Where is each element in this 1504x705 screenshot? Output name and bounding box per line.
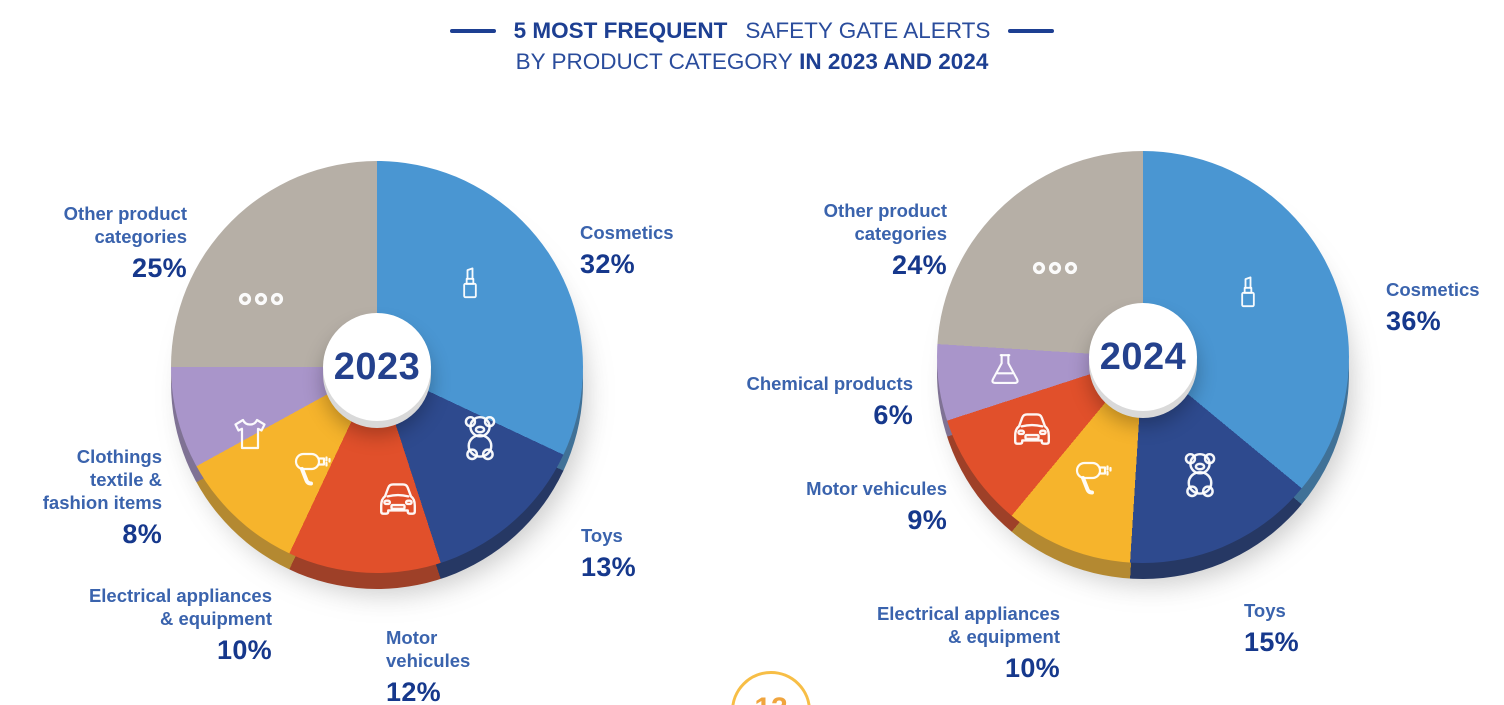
page-number-badge: 12 xyxy=(731,671,811,705)
title-line-1: 5 MOST FREQUENT SAFETY GATE ALERTS xyxy=(0,18,1504,44)
page-title: 5 MOST FREQUENT SAFETY GATE ALERTS BY PR… xyxy=(0,18,1504,75)
title-line-2: BY PRODUCT CATEGORY IN 2023 AND 2024 xyxy=(0,49,1504,75)
year-label: 2024 xyxy=(1099,335,1187,378)
page-number: 12 xyxy=(754,692,787,705)
category-percent: 9% xyxy=(907,504,947,535)
car-icon xyxy=(372,472,424,524)
category-name: Cosmetics xyxy=(580,221,674,243)
category-name: Other product categories xyxy=(63,202,187,247)
category-name: Motor vehicules xyxy=(386,626,471,671)
title-line2-rest: BY PRODUCT CATEGORY xyxy=(515,49,793,74)
teddy-bear-icon xyxy=(1173,448,1227,502)
label-2023-clothings-textile: Clothings textile & fashion items 8% xyxy=(43,423,162,574)
teddy-bear-icon xyxy=(453,411,507,465)
category-percent: 24% xyxy=(892,249,947,280)
hair-dryer-icon xyxy=(288,444,336,492)
category-name: Chemical products xyxy=(746,372,913,394)
year-badge-2024: 2024 xyxy=(1089,303,1197,411)
year-badge-2023: 2023 xyxy=(323,313,431,421)
title-dash-right xyxy=(1008,29,1055,33)
label-2023-electrical-appliances: Electrical appliances & equipment 10% xyxy=(89,562,272,690)
category-percent: 25% xyxy=(132,252,187,283)
category-name: Electrical appliances & equipment xyxy=(876,602,1060,647)
category-name: Motor vehicules xyxy=(806,477,947,499)
pie-chart-2024: 2024 xyxy=(937,151,1353,585)
label-2024-chemical-products: Chemical products 6% xyxy=(746,350,913,455)
ellipsis-icon xyxy=(1031,260,1079,276)
label-2024-toys: Toys 15% xyxy=(1244,577,1299,682)
category-percent: 10% xyxy=(1005,652,1060,683)
label-2024-other-product-categories: Other product categories 24% xyxy=(824,177,947,305)
car-icon xyxy=(1006,402,1058,454)
label-2024-electrical-appliances: Electrical appliances & equipment 10% xyxy=(877,580,1060,705)
category-percent: 8% xyxy=(122,518,162,549)
tshirt-icon xyxy=(226,411,274,459)
title-dash-left xyxy=(449,29,496,33)
title-line1-rest: SAFETY GATE ALERTS xyxy=(745,18,991,43)
category-percent: 6% xyxy=(873,399,913,430)
category-name: Cosmetics xyxy=(1386,278,1480,300)
label-2023-motor-vehicules: Motor vehicules 12% xyxy=(386,604,470,705)
ellipsis-icon xyxy=(237,291,285,307)
flask-icon xyxy=(982,347,1028,393)
pie-chart-2023: 2023 xyxy=(171,161,587,595)
category-percent: 10% xyxy=(217,634,272,665)
category-percent: 15% xyxy=(1244,626,1299,657)
category-name: Toys xyxy=(1244,599,1286,621)
lipstick-icon xyxy=(1228,272,1268,312)
category-percent: 13% xyxy=(581,551,636,582)
label-2023-other-product-categories: Other product categories 25% xyxy=(64,180,187,308)
label-2024-cosmetics: Cosmetics 36% xyxy=(1386,256,1480,361)
category-name: Other product categories xyxy=(823,199,947,244)
category-name: Toys xyxy=(581,524,623,546)
lipstick-icon xyxy=(450,263,490,303)
title-line1-bold: 5 MOST FREQUENT xyxy=(513,18,728,43)
title-line2-bold: IN 2023 AND 2024 xyxy=(799,49,989,74)
year-label: 2023 xyxy=(333,345,421,388)
hair-dryer-icon xyxy=(1069,453,1117,501)
category-name: Clothings textile & fashion items xyxy=(42,445,162,513)
category-percent: 12% xyxy=(386,676,441,705)
category-percent: 36% xyxy=(1386,305,1441,336)
label-2023-toys: Toys 13% xyxy=(581,502,636,607)
category-name: Electrical appliances & equipment xyxy=(88,584,272,629)
label-2024-motor-vehicules: Motor vehicules 9% xyxy=(806,455,947,560)
label-2023-cosmetics: Cosmetics 32% xyxy=(580,199,674,304)
category-percent: 32% xyxy=(580,248,635,279)
